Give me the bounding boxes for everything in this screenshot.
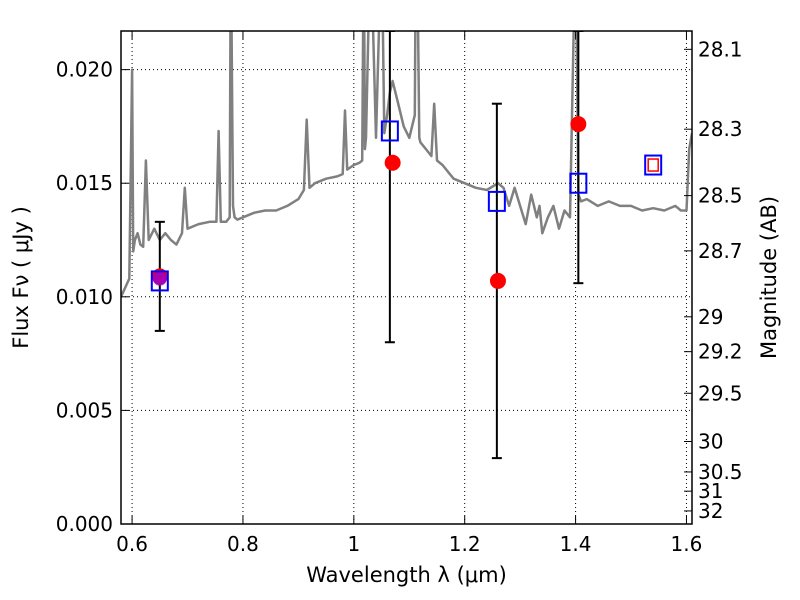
y-tick-label: 0.015 <box>56 171 113 195</box>
x-tick-label: 1.6 <box>671 532 703 556</box>
y-axis-label: Flux Fν ( μJy ) <box>9 206 33 349</box>
data-point-square <box>380 120 399 142</box>
x-axis-label: Wavelength λ (μm) <box>306 563 507 587</box>
y2-tick-label: 31 <box>698 479 723 503</box>
data-point-circle <box>570 116 587 133</box>
y-tick-label: 0.005 <box>56 398 113 422</box>
y2-tick-label: 29 <box>698 305 723 329</box>
data-point-square-inner <box>647 158 659 172</box>
x-tick-label: 1.2 <box>449 532 481 556</box>
y2-tick-label: 30.5 <box>698 460 743 484</box>
data-point-square <box>150 270 169 292</box>
data-point-overlap <box>152 271 167 286</box>
y-tick-label: 0.020 <box>56 58 113 82</box>
data-point-square <box>569 172 588 194</box>
y2-tick-label: 29.5 <box>698 381 743 405</box>
y2-tick-label: 30 <box>698 430 723 454</box>
data-point-square <box>487 190 506 212</box>
x-tick-label: 0.8 <box>227 532 259 556</box>
y2-tick-label: 29.2 <box>698 340 743 364</box>
y2-tick-label: 28.5 <box>698 184 743 208</box>
plot-area <box>121 31 692 460</box>
ticks-layer: 0.6 0.8 1 1.2 1.4 1.6 0.000 0.005 0.010 0.015 0.02… <box>56 31 743 556</box>
x-tick-label: 1 <box>347 532 360 556</box>
data-point-circle <box>384 154 401 171</box>
data-point-square <box>644 154 663 176</box>
y2-tick-label: 28.3 <box>698 117 743 141</box>
grid-layer <box>121 31 692 525</box>
plot-frame <box>120 30 693 525</box>
x-tick-label: 1.4 <box>560 532 592 556</box>
y2-tick-label: 32 <box>698 499 723 523</box>
y2-tick-label: 28.7 <box>698 239 743 263</box>
y2-tick-label: 28.1 <box>698 37 743 61</box>
y-tick-label: 0.000 <box>56 512 113 536</box>
y2-axis-label: Magnitude (AB) <box>757 196 781 359</box>
x-tick-label: 0.6 <box>116 532 148 556</box>
data-point-circle <box>489 272 506 289</box>
y-tick-label: 0.010 <box>56 285 113 309</box>
template-spectrum <box>121 31 692 298</box>
